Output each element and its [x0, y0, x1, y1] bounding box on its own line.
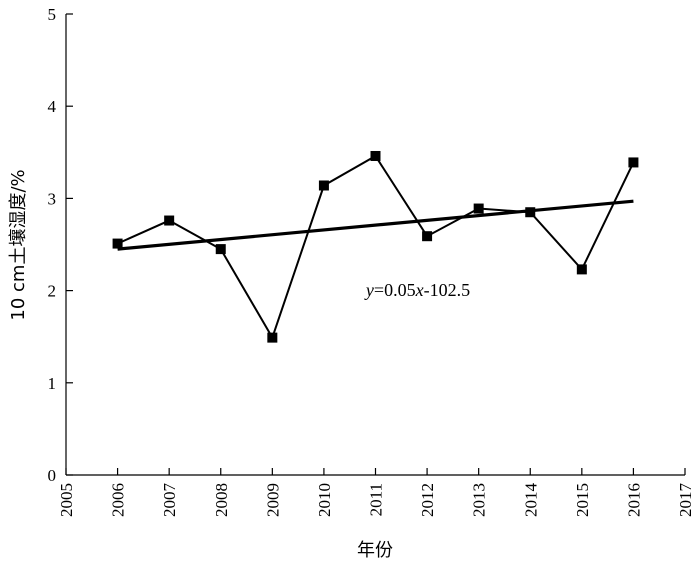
x-tick-label: 2017	[676, 483, 695, 518]
x-tick-label: 2012	[418, 483, 437, 517]
data-point-marker	[576, 264, 587, 275]
data-point-marker	[215, 244, 226, 255]
trend-line	[117, 199, 634, 251]
equation-mid: =0.05	[374, 280, 416, 300]
x-tick-label: 2008	[212, 483, 231, 517]
x-tick-label: 2010	[315, 483, 334, 517]
x-tick-label: 2015	[573, 483, 592, 517]
data-point-marker	[112, 238, 123, 249]
x-tick-label: 2011	[367, 483, 386, 516]
y-tick-label: 3	[48, 189, 57, 208]
x-tick-label: 2007	[160, 483, 179, 518]
series	[112, 150, 639, 343]
y-tick-label: 5	[48, 5, 57, 24]
data-point-marker	[164, 215, 175, 226]
y-tick-label: 4	[48, 97, 57, 116]
data-point-marker	[628, 157, 639, 168]
y-tick-label: 1	[48, 374, 57, 393]
data-point-marker	[318, 180, 329, 191]
equation-var2: x	[415, 280, 424, 300]
x-tick-label: 2016	[624, 483, 643, 517]
ticks: 0 1 2 3 4 5 2005 2006 2007 2008 2009 2010 2011 2012 20…	[48, 5, 696, 517]
data-point-marker	[370, 150, 381, 161]
x-axis-title: 年份	[357, 540, 393, 561]
y-tick-label: 2	[48, 282, 57, 301]
trendline	[117, 199, 634, 251]
x-tick-label: 2014	[521, 483, 540, 518]
equation-var: y	[364, 280, 374, 300]
equation-tail: -102.5	[424, 280, 471, 300]
x-tick-label: 2005	[57, 483, 76, 517]
y-axis-title: 10 cm土壤湿度/%	[8, 169, 29, 320]
data-point-marker	[422, 231, 433, 242]
x-tick-label: 2006	[109, 483, 128, 517]
series-line	[117, 154, 635, 341]
x-tick-label: 2009	[263, 483, 282, 517]
data-point-marker	[267, 332, 278, 343]
trendline-equation: y=0.05x-102.5	[364, 280, 470, 300]
x-tick-label: 2013	[470, 483, 489, 517]
y-tick-label: 0	[48, 466, 57, 485]
data-point-marker	[473, 203, 484, 214]
